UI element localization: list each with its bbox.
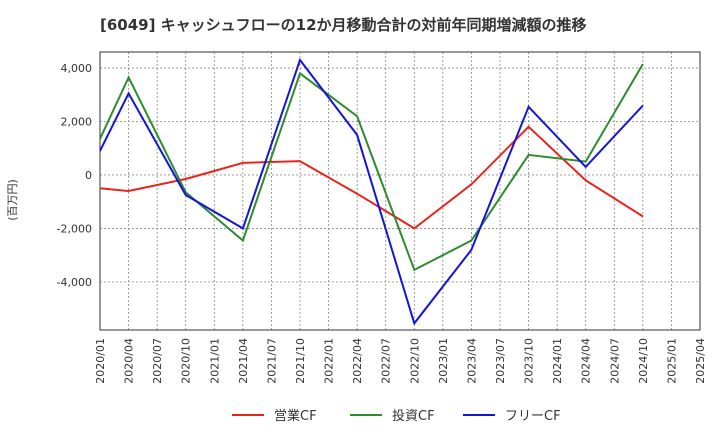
x-tick-label: 2021/07 [265,338,278,384]
legend: 営業CF 投資CF フリーCF [232,408,561,424]
x-tick-label: 2022/07 [380,338,393,384]
x-tick-label: 2022/04 [351,338,364,384]
x-tick-label: 2021/04 [237,338,250,384]
x-tick-label: 2020/07 [151,338,164,384]
series-line-3 [99,57,644,326]
y-tick-label: -4,000 [57,276,92,289]
x-tick-label: 2021/10 [294,338,307,384]
y-tick-label: 4,000 [61,62,93,75]
legend-label: フリーCF [505,409,561,424]
x-tick-label: 2024/01 [551,338,564,384]
legend-label: 営業CF [274,408,317,424]
plot-frame [99,51,701,331]
x-tick-label: 2020/01 [94,338,107,384]
x-tick-label: 2020/04 [123,338,136,384]
x-tick-label: 2020/10 [180,338,193,384]
y-axis-label: (百万円) [6,179,19,221]
x-tick-label: 2025/04 [694,338,707,384]
x-tick-label: 2024/10 [637,338,650,384]
x-tick-label: 2024/04 [580,338,593,384]
y-tick-label: 2,000 [61,116,93,129]
chart-title: [6049] キャッシュフローの12か月移動合計の対前年同期増減額の推移 [100,16,587,34]
x-tick-label: 2023/01 [437,338,450,384]
x-tick-label: 2023/07 [494,338,507,384]
y-tick-label: 0 [85,169,92,182]
y-tick-label: -2,000 [57,222,92,235]
x-tick-label: 2024/07 [608,338,621,384]
x-tick-label: 2023/10 [523,338,536,384]
axes: 2020/01 2020/04 2020/07 2020/10 2021/01 2021/… [57,51,707,384]
legend-label: 投資CF [392,408,435,424]
x-tick-label: 2023/04 [465,338,478,384]
series-lines [99,57,644,326]
x-tick-label: 2022/10 [408,338,421,384]
series-line-1 [99,125,644,230]
x-tick-label: 2021/01 [208,338,221,384]
x-tick-label: 2022/01 [323,338,336,384]
x-tick-label: 2025/01 [665,338,678,384]
series-line-2 [99,63,644,272]
grid-lines [99,52,701,330]
